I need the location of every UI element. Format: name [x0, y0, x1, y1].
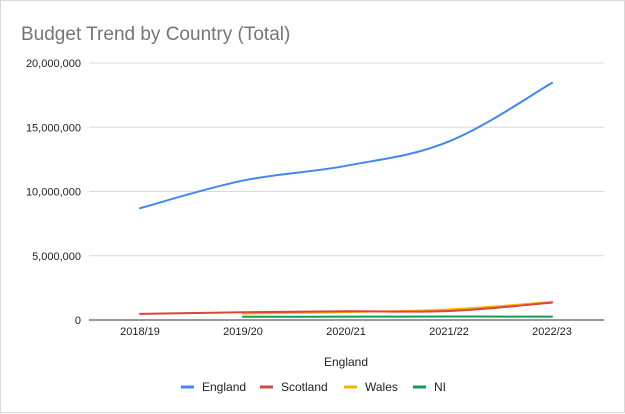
- y-tick-label: 15,000,000: [26, 122, 81, 134]
- legend[interactable]: England Scotland Wales NI: [181, 380, 446, 394]
- x-tick-label: 2022/23: [532, 326, 572, 338]
- gridlines: [89, 62, 604, 257]
- x-tick-label: 2020/21: [326, 326, 366, 338]
- legend-item-scotland[interactable]: Scotland: [260, 380, 328, 394]
- x-axis-label: England: [324, 355, 368, 369]
- x-tick-label: 2021/22: [429, 326, 469, 338]
- legend-label: Wales: [365, 380, 398, 394]
- y-tick-label: 10,000,000: [26, 187, 81, 199]
- y-tick-label: 20,000,000: [26, 58, 81, 70]
- chart-title: Budget Trend by Country (Total): [21, 24, 290, 45]
- x-axis-ticks: 2018/19 2019/20 2020/21 2021/22 2022/23: [120, 326, 572, 338]
- legend-label: England: [202, 380, 246, 394]
- legend-item-england[interactable]: England: [181, 380, 246, 394]
- series-line-england: [139, 81, 553, 210]
- legend-item-wales[interactable]: Wales: [344, 380, 398, 394]
- y-tick-label: 5,000,000: [32, 251, 81, 263]
- x-tick-label: 2018/19: [120, 326, 160, 338]
- series-lines: [139, 81, 553, 318]
- x-tick-label: 2019/20: [223, 326, 263, 338]
- series-line-scotland: [139, 301, 553, 315]
- y-axis-ticks: 0 5,000,000 10,000,000 15,000,000 20,000,000: [26, 58, 81, 327]
- legend-label: NI: [434, 380, 446, 394]
- y-tick-label: 0: [75, 315, 81, 327]
- legend-item-ni[interactable]: NI: [413, 380, 446, 394]
- legend-label: Scotland: [281, 380, 328, 394]
